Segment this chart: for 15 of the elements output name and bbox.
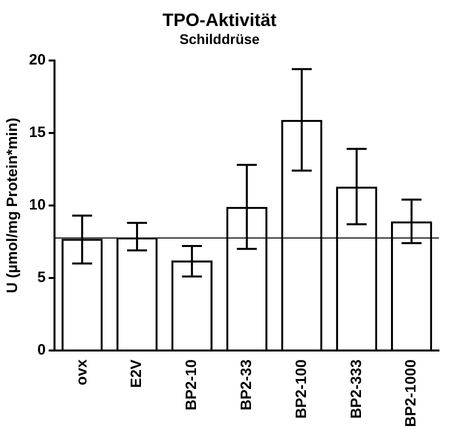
y-tick-label: 10 [28,196,46,214]
y-tick-label: 0 [37,342,46,359]
x-tick-label: BP2-10 [183,359,200,410]
x-tick-label: BP2-333 [348,359,365,419]
x-tick-label: BP2-1000 [402,359,420,428]
y-tick-label: 15 [28,124,46,142]
y-axis-title: U (µmol/mg Protein*min) [4,118,22,294]
x-tick-label: BP2-100 [292,359,310,419]
y-tick-label: 5 [37,269,46,286]
x-tick-label: ovx [73,358,90,386]
chart-subtitle: Schilddrüse [179,30,260,47]
chart-title: TPO-Aktivität [162,10,277,30]
y-tick-label: 20 [28,52,46,69]
x-tick-label: BP2-33 [238,359,255,410]
x-tick-label: E2V [128,359,146,388]
